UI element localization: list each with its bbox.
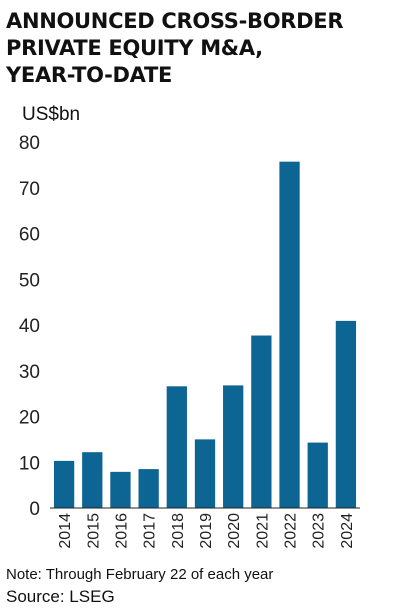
bar-2016 xyxy=(110,471,131,508)
x-tick-label-2020: 2020 xyxy=(226,513,243,549)
y-tick-label: 0 xyxy=(29,499,40,520)
x-tick-label-2023: 2023 xyxy=(311,513,328,549)
x-tick-label-2022: 2022 xyxy=(283,513,300,549)
bar-2021 xyxy=(251,335,272,508)
y-tick-label: 80 xyxy=(19,133,40,154)
x-tick-label-2016: 2016 xyxy=(113,513,130,549)
bar-2020 xyxy=(223,385,244,508)
x-tick-label-2014: 2014 xyxy=(57,513,74,549)
x-tick-label-2024: 2024 xyxy=(339,513,356,549)
x-tick-label-2015: 2015 xyxy=(85,513,102,549)
bar-2023 xyxy=(307,442,328,508)
y-axis-unit-label: US$bn xyxy=(22,104,81,125)
bar-2024 xyxy=(335,320,357,508)
bar-2015 xyxy=(82,452,103,508)
chart-title: ANNOUNCED CROSS-BORDER PRIVATE EQUITY M&… xyxy=(6,8,396,89)
bar-2017 xyxy=(138,469,159,508)
bar-2018 xyxy=(166,386,187,508)
chart-title-line-3: YEAR-TO-DATE xyxy=(6,63,173,87)
x-tick-label-2017: 2017 xyxy=(142,513,159,549)
y-tick-label: 70 xyxy=(19,179,40,200)
chart-note: Note: Through February 22 of each year xyxy=(6,566,274,583)
bar-2014 xyxy=(53,460,75,508)
x-tick-label-2018: 2018 xyxy=(170,513,187,549)
bar-2019 xyxy=(194,439,216,508)
chart-title-line-1: ANNOUNCED CROSS-BORDER xyxy=(6,9,344,33)
y-tick-label: 40 xyxy=(19,316,40,337)
y-tick-label: 50 xyxy=(19,270,40,291)
x-tick-label-2021: 2021 xyxy=(254,513,271,549)
x-tick-label-2019: 2019 xyxy=(198,513,215,549)
y-tick-label: 10 xyxy=(19,453,40,474)
y-tick-label: 60 xyxy=(19,225,40,246)
chart-source: Source: LSEG xyxy=(6,587,115,606)
bar-2022 xyxy=(279,161,300,509)
y-tick-label: 20 xyxy=(19,408,40,429)
chart-title-line-2: PRIVATE EQUITY M&A, xyxy=(6,36,263,60)
y-tick-label: 30 xyxy=(19,362,40,383)
bar-chart: 0 10 20 30 40 50 60 70 80 2014 2015 2016 2017 2018 201… xyxy=(19,133,360,549)
